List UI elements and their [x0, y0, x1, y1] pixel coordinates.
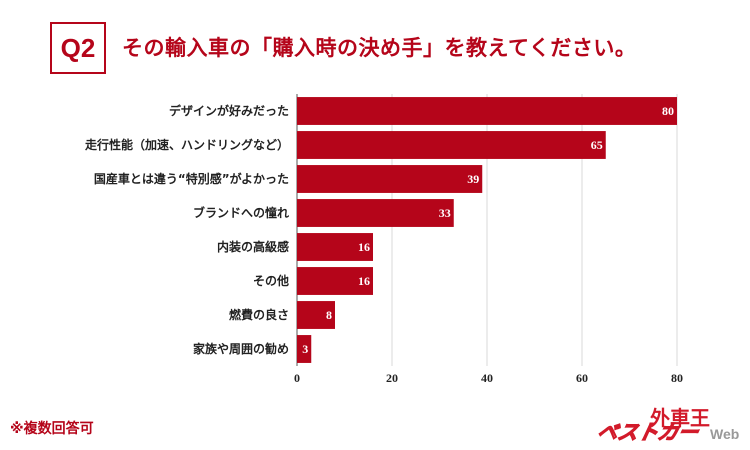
- bar: [297, 97, 677, 125]
- bar: [297, 267, 373, 295]
- bar-value-label: 39: [467, 172, 479, 186]
- bar-value-label: 65: [591, 138, 603, 152]
- x-tick-label: 80: [671, 371, 683, 385]
- category-label: その他: [253, 273, 289, 288]
- question-badge: Q2: [50, 22, 106, 74]
- bar-value-label: 3: [302, 342, 308, 356]
- bar: [297, 301, 335, 329]
- question-title: その輸入車の「購入時の決め手」を教えてください。: [122, 36, 637, 60]
- x-tick-label: 20: [386, 371, 398, 385]
- category-label: デザインが好みだった: [169, 103, 289, 118]
- x-tick-label: 40: [481, 371, 493, 385]
- category-label: 家族や周囲の勧め: [193, 341, 289, 356]
- category-label: 燃費の良さ: [229, 307, 289, 322]
- x-tick-label: 0: [294, 371, 300, 385]
- category-label: 走行性能（加速、ハンドリングなど）: [85, 137, 289, 152]
- logo-web-text: Web: [710, 426, 740, 442]
- footnote: ※複数回答可: [10, 421, 94, 437]
- category-label: ブランドへの憧れ: [193, 205, 289, 220]
- bar: [297, 335, 312, 363]
- bar-value-label: 16: [358, 240, 370, 254]
- bar: [297, 233, 373, 261]
- bar-value-label: 33: [439, 206, 451, 220]
- category-label: 内装の高級感: [217, 239, 289, 254]
- bar-value-label: 16: [358, 274, 370, 288]
- brand-logo: ベストカー 外車王 Web: [595, 402, 744, 446]
- logo-main-text: 外車王: [650, 406, 710, 430]
- bar: [297, 131, 606, 159]
- bar-value-label: 8: [326, 308, 332, 322]
- category-label: 国産車とは違う“特別感”がよかった: [94, 171, 289, 186]
- x-tick-label: 60: [576, 371, 588, 385]
- bar: [297, 165, 483, 193]
- bar: [297, 199, 454, 227]
- bar-value-label: 80: [662, 104, 674, 118]
